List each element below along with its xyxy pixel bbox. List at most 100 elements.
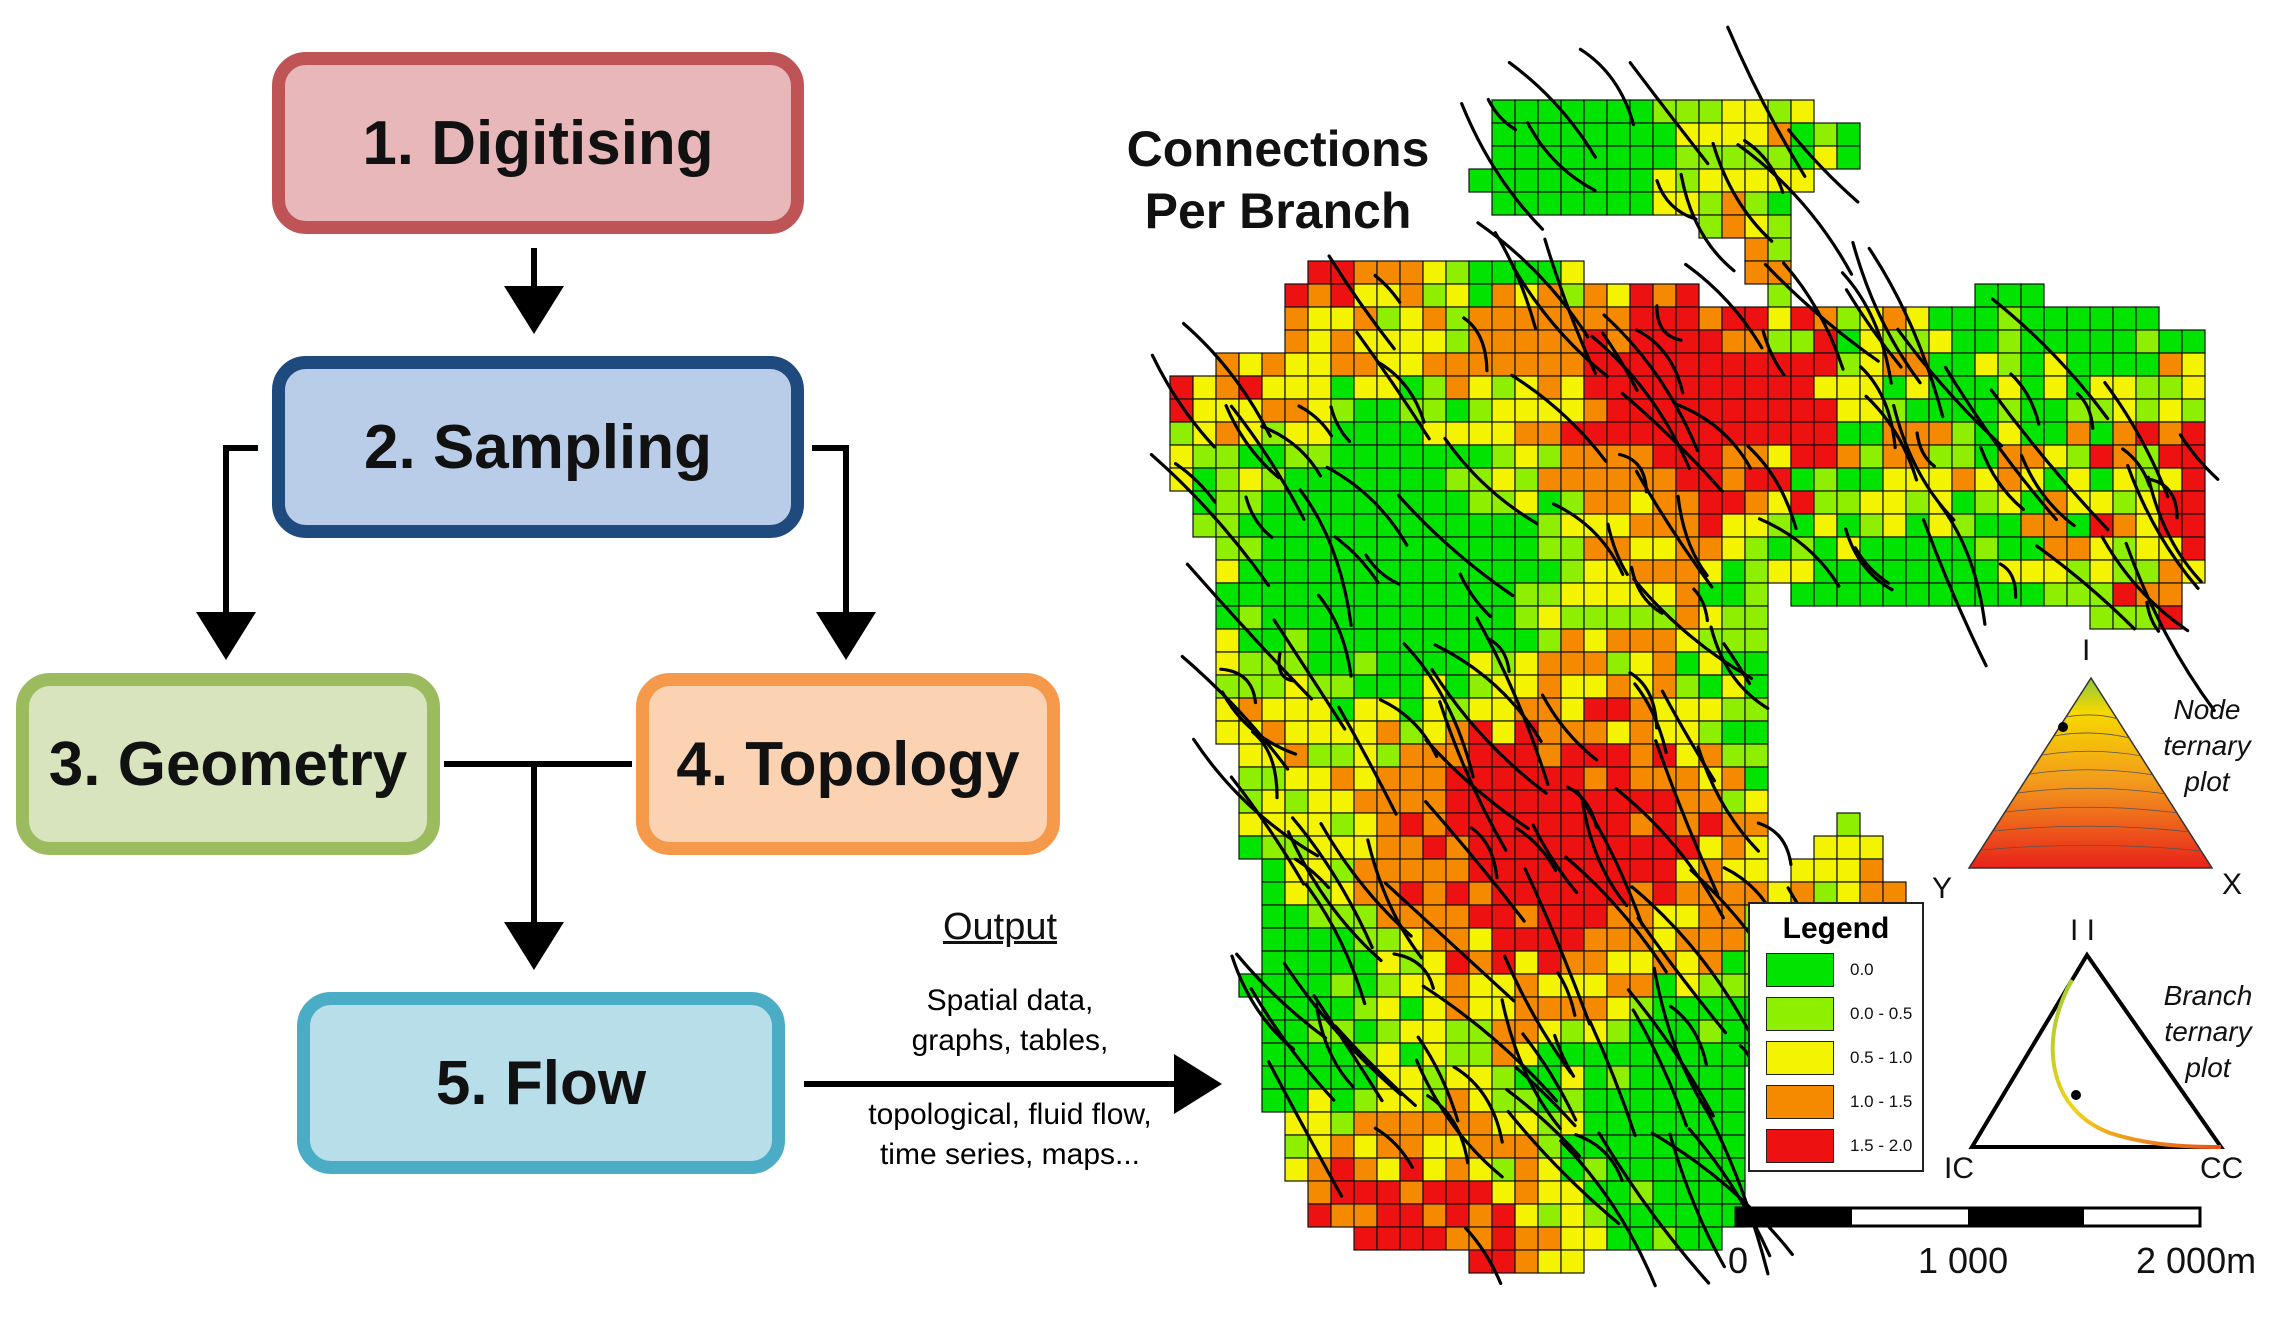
fracture-trace bbox=[1438, 700, 1508, 852]
fracture-trace bbox=[1787, 128, 1860, 204]
fracture-trace bbox=[1505, 1088, 1581, 1158]
fracture-trace bbox=[1541, 693, 1599, 762]
fracture-trace bbox=[1998, 562, 2018, 599]
title-line: plot bbox=[2185, 1052, 2231, 1083]
legend-label: 0.0 bbox=[1850, 960, 1874, 979]
map-grid-cell bbox=[1790, 168, 1815, 193]
fracture-trace bbox=[1424, 800, 1526, 923]
legend-item: 1.5 - 2.0 bbox=[1766, 1128, 1912, 1164]
fracture-trace bbox=[1626, 988, 1715, 1118]
scale-label-end: 2 000m bbox=[2136, 1240, 2257, 1281]
fracture-trace bbox=[1277, 651, 1296, 683]
fracture-trace bbox=[1668, 1004, 1708, 1066]
fracture-trace bbox=[1526, 121, 1597, 192]
fracture-trace bbox=[1514, 1065, 1577, 1128]
fracture-trace bbox=[1366, 838, 1424, 960]
output-line: topological, fluid flow, bbox=[868, 1098, 1152, 1131]
arrow-sampling-to-geometry bbox=[196, 445, 258, 660]
output-line: graphs, tables, bbox=[911, 1024, 1109, 1057]
fracture-trace bbox=[2009, 372, 2041, 426]
map-grid-cell bbox=[1836, 145, 1861, 170]
node-ternary-point bbox=[2058, 722, 2068, 732]
fracture-trace bbox=[1475, 616, 1550, 786]
legend-swatch bbox=[1766, 1085, 1834, 1119]
fracture-trace bbox=[1867, 246, 1945, 419]
fracture-trace bbox=[1687, 1127, 1772, 1258]
fracture-trace bbox=[1294, 857, 1331, 890]
fracture-trace bbox=[1316, 593, 1353, 678]
legend-swatch bbox=[1766, 953, 1834, 987]
step-label: 4. Topology bbox=[676, 729, 1020, 799]
fracture-trace bbox=[1660, 689, 1717, 783]
fracture-trace bbox=[2126, 464, 2200, 590]
fracture-trace bbox=[1915, 431, 1936, 468]
fracture-trace bbox=[1414, 1058, 1504, 1179]
arrow-sampling-to-topology bbox=[812, 445, 876, 660]
fracture-trace bbox=[1551, 502, 1625, 576]
fracture-trace bbox=[1500, 998, 1562, 1131]
fracture-trace bbox=[1673, 402, 1752, 470]
fracture-trace bbox=[2178, 433, 2220, 481]
fracture-trace bbox=[1921, 518, 1988, 668]
fracture-trace bbox=[1559, 1139, 1657, 1288]
fracture-trace bbox=[1452, 1065, 1504, 1144]
fracture-trace bbox=[1364, 553, 1401, 586]
fracture-trace bbox=[1373, 1126, 1414, 1169]
legend-item: 0.0 - 0.5 bbox=[1766, 996, 1912, 1032]
branch-ternary-vertex-left: IC bbox=[1944, 1152, 1974, 1185]
scale-label-start: 0 bbox=[1728, 1240, 1749, 1281]
fracture-trace bbox=[1782, 261, 1845, 371]
fracture-trace bbox=[1373, 273, 1402, 304]
fracture-trace bbox=[1654, 739, 1720, 897]
fracture-trace bbox=[1337, 705, 1398, 816]
fracture-trace bbox=[1251, 730, 1279, 800]
fracture-trace bbox=[1840, 271, 1893, 385]
fracture-trace bbox=[1602, 313, 1699, 453]
fracture-trace bbox=[1230, 954, 1296, 1051]
fracture-trace bbox=[1853, 546, 1890, 585]
fracture-trace bbox=[1578, 47, 1636, 127]
legend-swatch bbox=[1766, 997, 1834, 1031]
branch-ternary-point bbox=[2071, 1090, 2081, 1100]
map-title-line: Connections bbox=[1126, 121, 1430, 177]
scale-bar bbox=[1734, 1206, 2202, 1228]
legend-item: 0.5 - 1.0 bbox=[1766, 1040, 1912, 1076]
fracture-trace bbox=[1329, 405, 1352, 443]
fracture-trace bbox=[2124, 541, 2216, 713]
fracture-trace bbox=[1298, 488, 1353, 627]
map-grid-cell bbox=[1560, 1249, 1585, 1274]
fracture-trace bbox=[1692, 587, 1709, 623]
fracture-trace bbox=[1174, 462, 1217, 504]
fracture-trace bbox=[1523, 867, 1592, 1026]
fracture-trace bbox=[1219, 667, 1258, 705]
fracture-trace bbox=[1701, 1101, 1770, 1276]
node-ternary-triangle bbox=[1967, 676, 2214, 869]
map-legend: Legend 0.0 0.0 - 0.5 0.5 - 1.0 1.0 - 1.5… bbox=[1748, 902, 1924, 1172]
fracture-trace bbox=[1244, 495, 1274, 539]
fracture-trace bbox=[1286, 830, 1383, 963]
fracture-trace bbox=[1333, 1024, 1417, 1107]
fracture-trace bbox=[1633, 682, 1668, 755]
fracture-trace bbox=[1521, 1032, 1578, 1122]
branch-ternary-title: Branch ternary plot bbox=[2150, 978, 2266, 1086]
fracture-trace bbox=[1597, 1131, 1711, 1285]
fracture-trace bbox=[1433, 643, 1543, 743]
fracture-trace bbox=[1149, 453, 1271, 588]
map-title-line: Per Branch bbox=[1144, 183, 1412, 239]
output-line: time series, maps... bbox=[879, 1138, 1141, 1171]
output-heading: Output bbox=[942, 906, 1058, 948]
node-ternary-vertex-top: I bbox=[2082, 634, 2091, 667]
fracture-trace bbox=[1180, 654, 1290, 771]
fracture-trace bbox=[2146, 475, 2203, 584]
fracture-trace bbox=[1652, 966, 1711, 1117]
fracture-trace bbox=[1297, 404, 1333, 438]
fracture-trace bbox=[1355, 330, 1431, 441]
step-topology: 4. Topology bbox=[636, 673, 1060, 855]
fracture-trace bbox=[1588, 1020, 1637, 1138]
fracture-trace bbox=[1282, 962, 1403, 1097]
fracture-trace bbox=[1325, 465, 1409, 547]
fracture-trace bbox=[1632, 577, 1754, 680]
fracture-trace bbox=[2103, 381, 2170, 499]
fracture-trace bbox=[1628, 61, 1710, 166]
